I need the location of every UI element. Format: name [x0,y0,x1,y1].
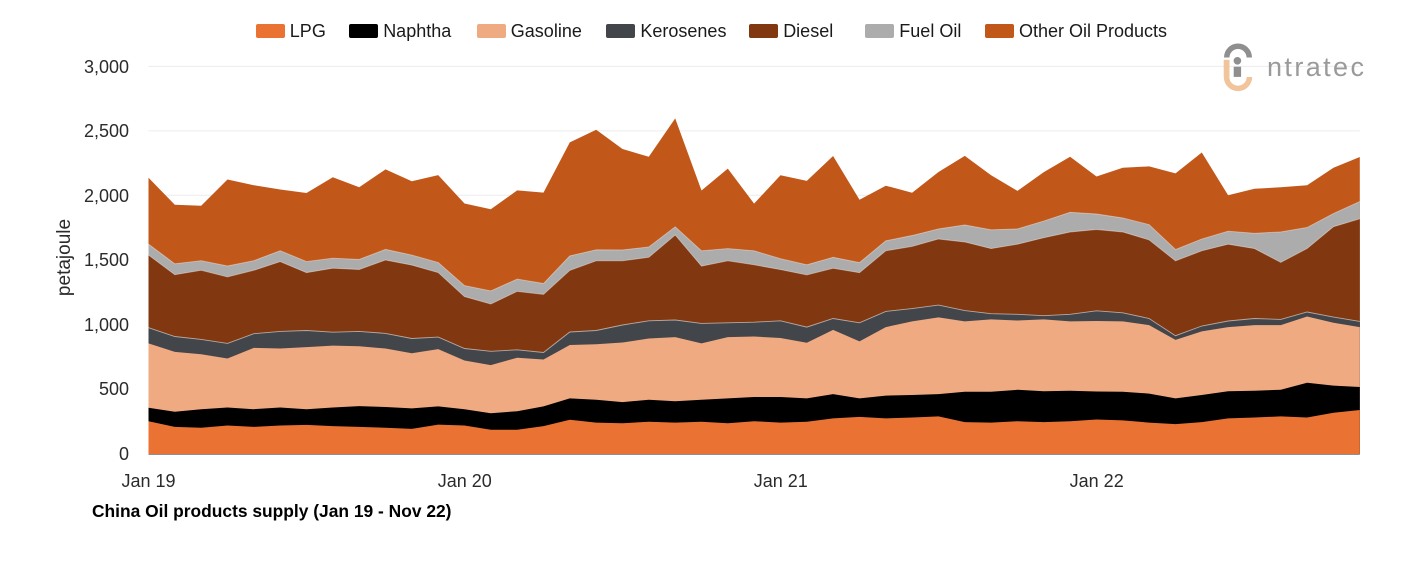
svg-text:ntratec: ntratec [1267,52,1366,82]
